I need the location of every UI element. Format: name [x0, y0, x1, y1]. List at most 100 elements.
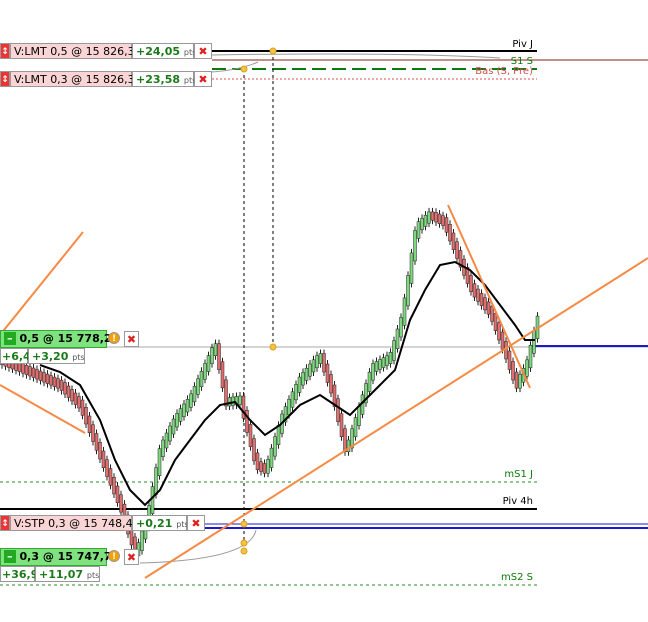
candle-body: [227, 397, 232, 407]
close-icon[interactable]: –: [4, 550, 16, 563]
order-label[interactable]: V:STP 0,3 @ 15 748,4: [10, 515, 133, 531]
pnl-points: +36,9: [0, 566, 39, 582]
candle-body: [84, 407, 88, 425]
candle-body: [28, 366, 32, 377]
candle-body: [406, 275, 410, 307]
warning-icon: !: [108, 550, 120, 562]
candle-body: [381, 357, 386, 368]
position-price: 0,5 @ 15 778,2: [19, 332, 112, 345]
candle-body: [269, 447, 274, 468]
candle-body: [514, 371, 519, 389]
candle-body: [224, 379, 228, 407]
candle-body: [164, 432, 169, 449]
candle-body: [91, 424, 95, 442]
candle-body: [140, 530, 144, 551]
candle-body: [192, 386, 197, 403]
candle-body: [199, 370, 204, 388]
candle-body: [371, 363, 375, 381]
candle-body: [437, 213, 442, 224]
candle-body: [441, 215, 445, 226]
candle-body: [364, 383, 368, 404]
order-price: 0,3 @ 15 748,4: [48, 517, 133, 530]
candle-body: [350, 428, 354, 449]
candle-body: [507, 350, 512, 370]
candle-body: [392, 340, 396, 361]
candle-body: [77, 396, 81, 409]
order-label[interactable]: V:LMT 0,3 @ 15 826,3: [10, 71, 135, 87]
pnl-value: +24,05: [136, 45, 181, 58]
order-label[interactable]: V:LMT 0,5 @ 15 826,3: [10, 43, 135, 59]
candle-body: [301, 372, 305, 386]
level-label: Piv 4h: [502, 496, 533, 507]
candle-body: [105, 459, 109, 477]
connector: [139, 53, 501, 564]
candle-body: [178, 408, 183, 422]
position-label[interactable]: –0,3 @ 15 747,7: [0, 548, 112, 566]
level-label: Piv J: [512, 39, 533, 50]
trend-lines: [0, 204, 648, 579]
candle-body: [213, 343, 218, 357]
candle-body: [94, 433, 99, 451]
position-price: 0,3 @ 15 747,7: [19, 550, 112, 563]
pnl-unit: pts: [86, 571, 100, 580]
pnl-value: +0,21: [136, 517, 173, 530]
cancel-button[interactable]: ✖: [124, 331, 139, 347]
handles: [240, 47, 277, 555]
candle-body: [451, 232, 456, 250]
position-label[interactable]: –0,5 @ 15 778,2: [0, 330, 112, 348]
candle-body: [189, 393, 193, 408]
candle-body: [399, 317, 403, 338]
candle-body: [185, 399, 190, 413]
candle-body: [332, 384, 337, 407]
candle-body: [115, 485, 120, 503]
candle-body: [108, 468, 113, 486]
candle-body: [343, 428, 347, 452]
candle-body: [42, 372, 46, 383]
candle-body: [241, 395, 246, 419]
candle-body: [427, 211, 431, 224]
level-label: mS1 J: [504, 469, 533, 480]
candle-body: [52, 376, 57, 387]
candle-body: [346, 439, 351, 452]
candle-body: [339, 413, 344, 437]
order-pnl: +24,05 pts: [132, 43, 197, 59]
order-arrow: ↕: [0, 71, 10, 87]
candle-body: [420, 218, 424, 230]
candle-body: [455, 241, 459, 259]
candle-body: [59, 379, 64, 391]
moving-average: [39, 260, 535, 507]
candle-body: [458, 250, 463, 268]
candle-body: [322, 353, 326, 373]
candle-body: [486, 301, 491, 315]
candle-body: [290, 391, 295, 408]
pnl-unit: pts: [183, 48, 197, 57]
pnl-points: +6,4: [0, 348, 31, 364]
candle-body: [294, 384, 298, 401]
candle-body: [500, 331, 505, 350]
candle-body: [518, 373, 522, 389]
candle-body: [353, 417, 358, 438]
pnl-value: +23,58: [136, 73, 181, 86]
cancel-button[interactable]: ✖: [194, 71, 212, 87]
candle-body: [56, 378, 60, 389]
candle-body: [255, 452, 260, 470]
candle-body: [73, 392, 78, 405]
candle-body: [528, 345, 533, 369]
candle-body: [367, 371, 372, 392]
candle-body: [315, 355, 319, 369]
candle-body: [469, 275, 473, 292]
candle-body: [325, 363, 330, 383]
pnl-unit: pts: [183, 76, 197, 85]
cancel-button[interactable]: ✖: [194, 43, 212, 59]
cancel-button[interactable]: ✖: [124, 549, 139, 565]
candle-body: [385, 355, 389, 366]
candle-body: [24, 364, 29, 375]
candle-body: [444, 217, 449, 233]
pnl-unit: pts: [176, 520, 189, 529]
cancel-button[interactable]: ✖: [187, 515, 205, 531]
close-icon[interactable]: –: [4, 332, 16, 345]
order-side: V:LMT: [14, 73, 47, 86]
candle-body: [357, 406, 361, 426]
level-label: S1 S: [510, 56, 533, 67]
